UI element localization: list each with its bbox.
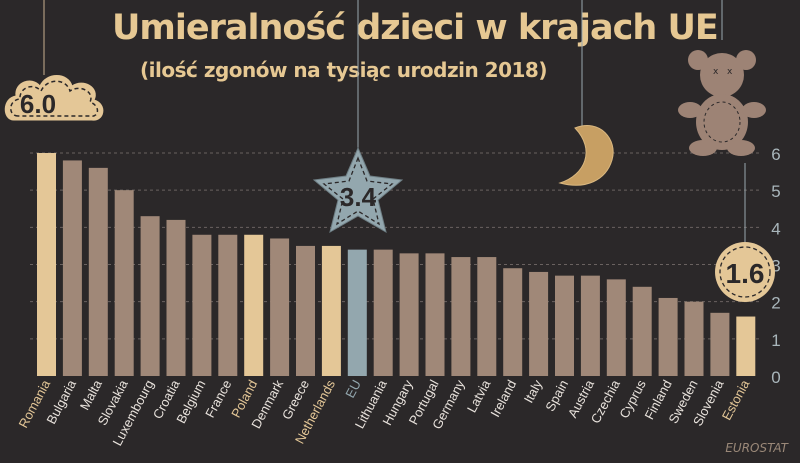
bar-estonia [736,316,756,376]
eu-callout-value: 3.4 [340,182,377,212]
y-tick-label: 0 [771,368,780,387]
bar-austria [580,275,600,376]
chart-title: Umieralność dzieci w krajach UE [112,8,719,48]
bar-lithuania [373,249,393,376]
bar-poland [244,234,264,376]
bar-belgium [192,234,212,376]
bar-greece [296,245,315,376]
source-label: EUROSTAT [725,441,788,455]
x-tick-label: EU [342,377,364,400]
y-tick-label: 2 [771,294,780,313]
bar-ireland [503,268,523,376]
bar-france [218,234,238,376]
bar-finland [658,297,678,376]
bar-eu [347,249,367,376]
y-tick-label: 4 [771,219,780,238]
bar-hungary [399,253,419,376]
cloud-icon: 6.0 [4,0,104,121]
bar-latvia [477,257,497,376]
bar-slovenia [710,312,730,376]
svg-text:x: x [727,67,733,77]
bar-sweden [684,301,704,376]
chart-subtitle: (ilość zgonów na tysiąc urodzin 2018) [140,58,547,82]
x-tick-label: Italy [521,377,546,406]
bar-luxembourg [140,216,160,376]
teddy-bear-icon: x x [678,0,766,156]
y-tick-label: 5 [771,182,780,201]
y-tick-label: 3 [771,257,780,276]
bar-netherlands [321,245,341,376]
bar-spain [555,275,574,376]
y-tick-label: 1 [771,331,780,350]
circle-badge-icon: 1.6 [715,163,775,302]
bar-malta [88,167,108,376]
min-callout-value: 1.6 [726,258,765,289]
bar-czechia [606,279,626,376]
bar-italy [529,271,549,376]
bar-portugal [425,253,445,376]
bar-denmark [270,238,290,376]
bar-bulgaria [62,160,82,376]
y-tick-label: 6 [771,145,780,164]
bar-germany [451,257,471,376]
x-tick-label: Ireland [487,377,519,419]
max-callout-value: 6.0 [20,89,56,119]
moon-icon [558,0,614,186]
bar-romania [37,153,56,376]
bar-slovakia [114,190,134,376]
star-icon: 3.4 [312,0,404,234]
bar-croatia [166,219,186,376]
bar-cyprus [632,286,652,376]
svg-text:x: x [713,67,719,77]
